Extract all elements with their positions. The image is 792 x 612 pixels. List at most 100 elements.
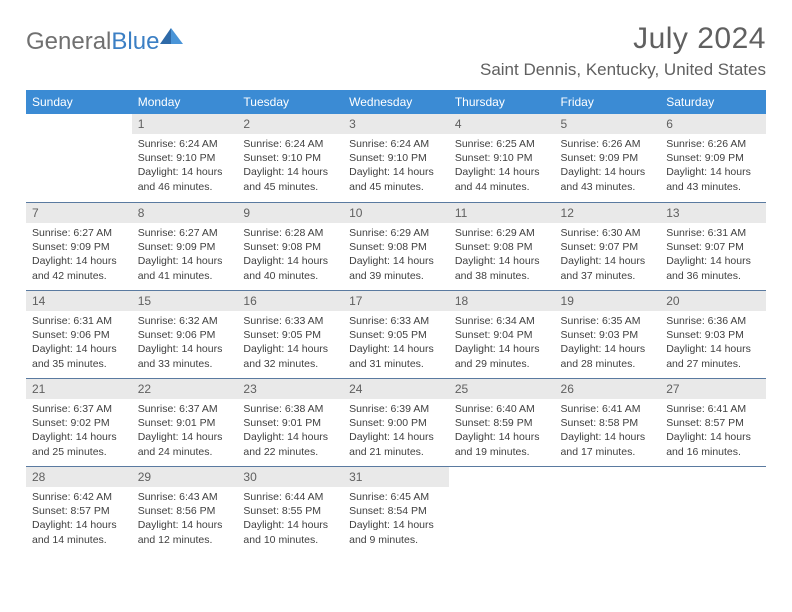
daylight-line: Daylight: 14 hours and 24 minutes. [138, 430, 232, 458]
calendar-table: SundayMondayTuesdayWednesdayThursdayFrid… [26, 90, 766, 554]
day-content: Sunrise: 6:34 AMSunset: 9:04 PMDaylight:… [449, 311, 555, 371]
day-content: Sunrise: 6:31 AMSunset: 9:06 PMDaylight:… [26, 311, 132, 371]
daylight-line: Daylight: 14 hours and 40 minutes. [243, 254, 337, 282]
daylight-line: Daylight: 14 hours and 14 minutes. [32, 518, 126, 546]
sunset-line: Sunset: 9:03 PM [561, 328, 655, 342]
day-number-bar: 10 [343, 202, 449, 223]
day-number-bar: 20 [660, 290, 766, 311]
day-content: Sunrise: 6:26 AMSunset: 9:09 PMDaylight:… [660, 134, 766, 194]
daylight-line: Daylight: 14 hours and 21 minutes. [349, 430, 443, 458]
calendar-cell: 9Sunrise: 6:28 AMSunset: 9:08 PMDaylight… [237, 202, 343, 290]
page-header: GeneralBlue July 2024 Saint Dennis, Kent… [26, 22, 766, 80]
daylight-line: Daylight: 14 hours and 31 minutes. [349, 342, 443, 370]
sunrise-line: Sunrise: 6:33 AM [349, 314, 443, 328]
calendar-cell: 21Sunrise: 6:37 AMSunset: 9:02 PMDayligh… [26, 378, 132, 466]
calendar-cell: 12Sunrise: 6:30 AMSunset: 9:07 PMDayligh… [555, 202, 661, 290]
day-number-bar: 17 [343, 290, 449, 311]
day-header: Monday [132, 90, 238, 114]
daylight-line: Daylight: 14 hours and 27 minutes. [666, 342, 760, 370]
daylight-line: Daylight: 14 hours and 45 minutes. [349, 165, 443, 193]
sunrise-line: Sunrise: 6:25 AM [455, 137, 549, 151]
day-number-bar: 19 [555, 290, 661, 311]
sunset-line: Sunset: 9:07 PM [561, 240, 655, 254]
day-content: Sunrise: 6:33 AMSunset: 9:05 PMDaylight:… [343, 311, 449, 371]
calendar-cell [26, 114, 132, 202]
day-number-bar: 6 [660, 114, 766, 134]
day-content: Sunrise: 6:25 AMSunset: 9:10 PMDaylight:… [449, 134, 555, 194]
day-content: Sunrise: 6:24 AMSunset: 9:10 PMDaylight:… [132, 134, 238, 194]
daylight-line: Daylight: 14 hours and 29 minutes. [455, 342, 549, 370]
sunrise-line: Sunrise: 6:40 AM [455, 402, 549, 416]
sunset-line: Sunset: 9:05 PM [243, 328, 337, 342]
daylight-line: Daylight: 14 hours and 9 minutes. [349, 518, 443, 546]
day-content: Sunrise: 6:36 AMSunset: 9:03 PMDaylight:… [660, 311, 766, 371]
day-content: Sunrise: 6:42 AMSunset: 8:57 PMDaylight:… [26, 487, 132, 547]
calendar-cell: 26Sunrise: 6:41 AMSunset: 8:58 PMDayligh… [555, 378, 661, 466]
title-block: July 2024 Saint Dennis, Kentucky, United… [480, 22, 766, 80]
sunrise-line: Sunrise: 6:28 AM [243, 226, 337, 240]
sunrise-line: Sunrise: 6:43 AM [138, 490, 232, 504]
day-number-bar: 14 [26, 290, 132, 311]
calendar-cell: 11Sunrise: 6:29 AMSunset: 9:08 PMDayligh… [449, 202, 555, 290]
calendar-cell: 18Sunrise: 6:34 AMSunset: 9:04 PMDayligh… [449, 290, 555, 378]
day-content: Sunrise: 6:37 AMSunset: 9:01 PMDaylight:… [132, 399, 238, 459]
day-header: Tuesday [237, 90, 343, 114]
calendar-cell: 22Sunrise: 6:37 AMSunset: 9:01 PMDayligh… [132, 378, 238, 466]
sunrise-line: Sunrise: 6:31 AM [666, 226, 760, 240]
day-content: Sunrise: 6:30 AMSunset: 9:07 PMDaylight:… [555, 223, 661, 283]
day-header: Friday [555, 90, 661, 114]
calendar-cell: 14Sunrise: 6:31 AMSunset: 9:06 PMDayligh… [26, 290, 132, 378]
sunrise-line: Sunrise: 6:37 AM [138, 402, 232, 416]
sunset-line: Sunset: 8:54 PM [349, 504, 443, 518]
day-number-bar: 1 [132, 114, 238, 134]
calendar-body: 1Sunrise: 6:24 AMSunset: 9:10 PMDaylight… [26, 114, 766, 554]
sunrise-line: Sunrise: 6:24 AM [138, 137, 232, 151]
calendar-cell: 25Sunrise: 6:40 AMSunset: 8:59 PMDayligh… [449, 378, 555, 466]
month-title: July 2024 [480, 22, 766, 56]
sunset-line: Sunset: 9:04 PM [455, 328, 549, 342]
sunset-line: Sunset: 9:09 PM [32, 240, 126, 254]
logo-word2: Blue [111, 28, 159, 55]
calendar-cell: 2Sunrise: 6:24 AMSunset: 9:10 PMDaylight… [237, 114, 343, 202]
day-content: Sunrise: 6:28 AMSunset: 9:08 PMDaylight:… [237, 223, 343, 283]
day-number-bar: 24 [343, 378, 449, 399]
sunset-line: Sunset: 9:10 PM [138, 151, 232, 165]
sunrise-line: Sunrise: 6:31 AM [32, 314, 126, 328]
daylight-line: Daylight: 14 hours and 43 minutes. [666, 165, 760, 193]
daylight-line: Daylight: 14 hours and 12 minutes. [138, 518, 232, 546]
day-header: Sunday [26, 90, 132, 114]
day-number-bar: 30 [237, 466, 343, 487]
calendar-cell: 4Sunrise: 6:25 AMSunset: 9:10 PMDaylight… [449, 114, 555, 202]
sunrise-line: Sunrise: 6:29 AM [455, 226, 549, 240]
sunset-line: Sunset: 9:08 PM [349, 240, 443, 254]
sunrise-line: Sunrise: 6:38 AM [243, 402, 337, 416]
calendar-cell: 5Sunrise: 6:26 AMSunset: 9:09 PMDaylight… [555, 114, 661, 202]
day-content: Sunrise: 6:40 AMSunset: 8:59 PMDaylight:… [449, 399, 555, 459]
calendar-cell [555, 466, 661, 554]
daylight-line: Daylight: 14 hours and 10 minutes. [243, 518, 337, 546]
sunrise-line: Sunrise: 6:44 AM [243, 490, 337, 504]
sunset-line: Sunset: 9:08 PM [455, 240, 549, 254]
sunset-line: Sunset: 9:10 PM [455, 151, 549, 165]
day-content: Sunrise: 6:26 AMSunset: 9:09 PMDaylight:… [555, 134, 661, 194]
calendar-cell: 31Sunrise: 6:45 AMSunset: 8:54 PMDayligh… [343, 466, 449, 554]
day-number-bar: 23 [237, 378, 343, 399]
day-number-bar: 18 [449, 290, 555, 311]
day-number-bar: 5 [555, 114, 661, 134]
daylight-line: Daylight: 14 hours and 17 minutes. [561, 430, 655, 458]
day-number-bar: 22 [132, 378, 238, 399]
daylight-line: Daylight: 14 hours and 42 minutes. [32, 254, 126, 282]
sunrise-line: Sunrise: 6:41 AM [561, 402, 655, 416]
sunset-line: Sunset: 9:05 PM [349, 328, 443, 342]
sunrise-line: Sunrise: 6:42 AM [32, 490, 126, 504]
sunset-line: Sunset: 9:10 PM [349, 151, 443, 165]
sunset-line: Sunset: 9:09 PM [138, 240, 232, 254]
day-content: Sunrise: 6:41 AMSunset: 8:57 PMDaylight:… [660, 399, 766, 459]
day-content: Sunrise: 6:37 AMSunset: 9:02 PMDaylight:… [26, 399, 132, 459]
sunrise-line: Sunrise: 6:30 AM [561, 226, 655, 240]
day-number-bar: 11 [449, 202, 555, 223]
day-number-bar: 26 [555, 378, 661, 399]
day-header: Saturday [660, 90, 766, 114]
calendar-cell: 24Sunrise: 6:39 AMSunset: 9:00 PMDayligh… [343, 378, 449, 466]
day-content: Sunrise: 6:38 AMSunset: 9:01 PMDaylight:… [237, 399, 343, 459]
